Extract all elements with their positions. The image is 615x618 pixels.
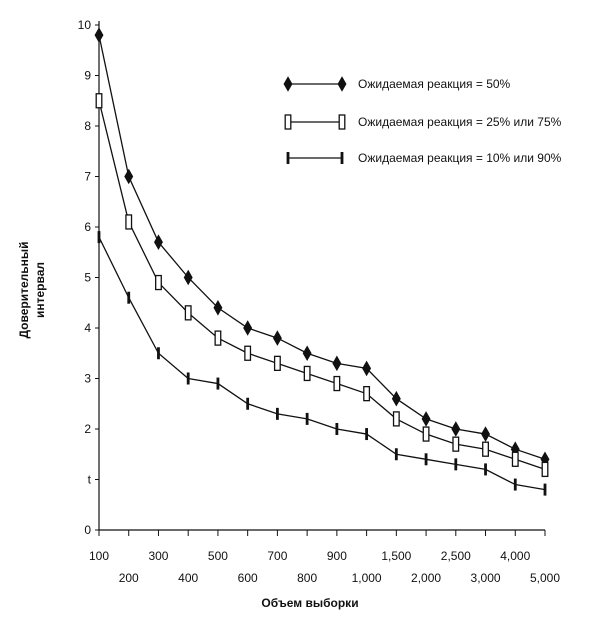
data-point-diamond	[362, 360, 372, 377]
series-1	[94, 27, 550, 468]
data-point-diamond	[337, 76, 347, 92]
data-point-bar	[186, 372, 190, 385]
data-point-diamond	[302, 345, 312, 362]
data-point-open-rect	[338, 114, 346, 130]
x-tick-label: 700	[267, 549, 287, 563]
data-point-bar	[394, 448, 398, 461]
data-point-bar	[286, 152, 290, 164]
data-point-diamond	[272, 330, 282, 346]
legend-label: Ожидаемая реакция = 10% или 90%	[358, 151, 562, 165]
series-line	[98, 100, 546, 471]
x-tick-label: 2,500	[441, 549, 471, 563]
y-tick-label: 6	[84, 220, 91, 234]
data-point-diamond	[213, 299, 223, 316]
y-tick-label: 8	[84, 119, 91, 133]
data-point-open-rect	[214, 330, 222, 346]
data-point-open-rect	[422, 426, 430, 442]
data-point-diamond	[154, 234, 163, 250]
series-line	[98, 236, 546, 491]
data-point-open-rect	[284, 114, 292, 130]
data-point-bar	[335, 423, 339, 435]
data-point-open-rect	[95, 93, 103, 109]
data-point-open-rect	[244, 345, 252, 361]
y-tick-label: 9	[84, 69, 91, 83]
data-point-open-rect	[303, 365, 311, 382]
data-point-diamond	[283, 76, 293, 92]
series-3	[97, 231, 547, 496]
data-point-diamond	[124, 168, 134, 185]
x-tick-label: 500	[208, 549, 228, 563]
x-tick-label: 300	[148, 549, 168, 563]
legend-label: Ожидаемая реакция = 25% или 75%	[358, 115, 562, 129]
data-point-bar	[365, 428, 368, 441]
legend: Ожидаемая реакция = 50% Ожидаемая реакция…	[283, 76, 562, 165]
data-point-bar	[305, 412, 309, 425]
data-point-bar	[454, 458, 458, 471]
series-line	[98, 34, 546, 460]
data-point-diamond	[243, 320, 253, 336]
data-point-open-rect	[333, 375, 341, 392]
series-2	[95, 93, 549, 478]
x-tick-label: 4,000	[500, 549, 530, 563]
x-tick-label: 2,000	[411, 571, 441, 585]
data-point-bar	[97, 231, 101, 244]
x-tick-label: 400	[178, 571, 198, 585]
y-tick-label: 5	[84, 271, 91, 285]
data-point-bar	[543, 483, 547, 496]
data-point-open-rect	[482, 441, 489, 457]
legend-item-3: Ожидаемая реакция = 10% или 90%	[286, 151, 562, 165]
data-point-open-rect	[184, 305, 192, 321]
data-point-open-rect	[541, 461, 549, 478]
data-point-bar	[424, 453, 428, 466]
data-point-bar	[340, 152, 344, 164]
data-point-bar	[484, 463, 487, 476]
data-point-open-rect	[511, 451, 519, 467]
legend-label: Ожидаемая реакция = 50%	[358, 77, 511, 91]
x-tick-label: 100	[89, 549, 109, 563]
legend-item-1: Ожидаемая реакция = 50%	[283, 76, 511, 92]
data-point-bar	[276, 407, 279, 420]
data-point-open-rect	[155, 274, 162, 291]
x-tick-label: 1,000	[352, 571, 382, 585]
data-point-diamond	[332, 355, 342, 372]
y-tick-label: 4	[84, 321, 91, 335]
x-tick-label: 200	[119, 571, 139, 585]
legend-item-2: Ожидаемая реакция = 25% или 75%	[284, 114, 562, 130]
data-point-open-rect	[392, 411, 400, 427]
series-layer	[94, 27, 550, 496]
data-point-diamond	[421, 411, 431, 427]
data-point-bar	[246, 397, 250, 410]
data-point-open-rect	[125, 214, 133, 230]
axes: 0 t 2 3 4 5 6 7 8 9 10 100 200 300 400 500 600 700 800 900 1…	[78, 18, 561, 585]
x-tick-label: 600	[238, 571, 258, 585]
x-tick-label: 900	[327, 549, 347, 563]
y-tick-label: 3	[84, 372, 91, 386]
data-point-diamond	[183, 269, 193, 286]
data-point-bar	[216, 377, 220, 390]
y-tick-label: 2	[84, 422, 91, 436]
x-tick-label: 800	[297, 571, 317, 585]
x-tick-label: 5,000	[530, 571, 560, 585]
data-point-diamond	[451, 421, 461, 437]
data-point-bar	[157, 347, 160, 360]
y-tick-label: 7	[84, 170, 91, 184]
x-tick-label: 3,000	[471, 571, 501, 585]
y-tick-label: 10	[78, 18, 92, 32]
y-axis-title: Доверительный интервал	[17, 241, 47, 338]
data-point-bar	[127, 291, 131, 304]
y-axis-title-line-1: Доверительный	[17, 241, 31, 338]
data-point-open-rect	[273, 355, 281, 372]
x-tick-label: 1,500	[381, 549, 411, 563]
y-tick-label: t	[88, 473, 92, 487]
data-point-open-rect	[452, 436, 460, 452]
data-point-bar	[513, 478, 517, 491]
data-point-diamond	[94, 27, 104, 43]
y-tick-label: 0	[84, 523, 91, 537]
data-point-open-rect	[363, 385, 371, 402]
x-axis-title: Объем выборки	[261, 596, 358, 610]
data-point-diamond	[481, 426, 490, 442]
data-point-diamond	[391, 390, 401, 407]
y-axis-title-line-2: интервал	[33, 262, 47, 318]
